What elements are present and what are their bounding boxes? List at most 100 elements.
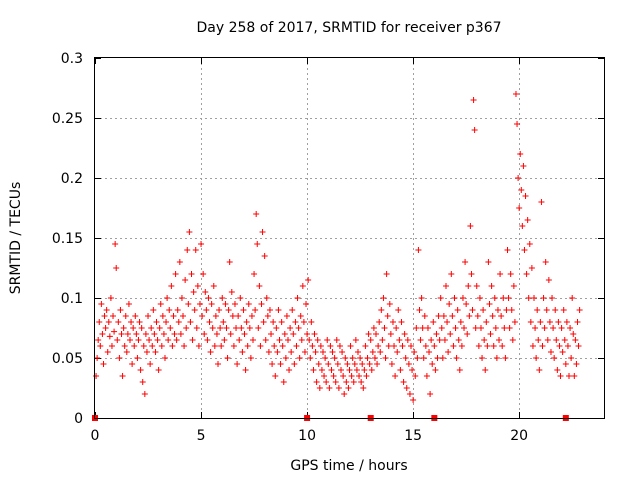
data-point	[511, 319, 518, 325]
data-point	[103, 307, 110, 313]
x-tick-label: 20	[510, 428, 528, 444]
data-point	[247, 355, 254, 361]
data-point	[132, 313, 139, 319]
data-point	[487, 331, 494, 337]
data-point	[129, 361, 136, 367]
data-point	[298, 337, 305, 343]
data-point	[213, 331, 220, 337]
data-point	[564, 343, 571, 349]
data-point	[271, 343, 278, 349]
data-point	[536, 367, 543, 373]
data-point	[192, 247, 199, 253]
data-point	[221, 337, 228, 343]
data-point	[338, 367, 345, 373]
data-point	[146, 337, 153, 343]
data-point	[116, 355, 123, 361]
data-point	[532, 325, 539, 331]
data-point	[171, 331, 178, 337]
chart-title: Day 258 of 2017, SRMTID for receiver p36…	[196, 20, 501, 36]
data-point	[323, 379, 330, 385]
data-point	[393, 325, 400, 331]
data-point	[186, 229, 193, 235]
data-point	[408, 343, 415, 349]
data-point	[151, 331, 158, 337]
x-tick-label: 5	[197, 428, 206, 444]
data-point	[195, 343, 202, 349]
y-tick-label: 0.3	[61, 51, 83, 67]
data-point	[416, 307, 423, 313]
data-point	[520, 163, 527, 169]
data-point	[100, 361, 107, 367]
data-point	[403, 385, 410, 391]
data-point	[448, 271, 455, 277]
data-point	[352, 337, 359, 343]
data-point	[259, 229, 266, 235]
data-point	[482, 367, 489, 373]
data-point	[529, 343, 536, 349]
data-point	[524, 217, 531, 223]
data-point	[283, 313, 290, 319]
data-point	[521, 247, 528, 253]
data-point	[133, 331, 140, 337]
data-point	[160, 331, 167, 337]
data-point	[255, 325, 262, 331]
data-point	[252, 307, 259, 313]
data-point	[430, 319, 437, 325]
data-point	[266, 307, 273, 313]
data-point	[119, 373, 126, 379]
data-point	[278, 319, 285, 325]
data-point	[307, 355, 314, 361]
y-tick-label: 0.2	[61, 171, 83, 187]
data-point	[174, 307, 181, 313]
data-point	[428, 337, 435, 343]
data-point	[369, 349, 376, 355]
data-point	[498, 313, 505, 319]
data-point	[215, 361, 222, 367]
data-point	[488, 283, 495, 289]
data-point	[241, 331, 248, 337]
data-point	[289, 307, 296, 313]
data-point	[560, 307, 567, 313]
data-point	[328, 367, 335, 373]
data-point	[455, 337, 462, 343]
data-point	[364, 355, 371, 361]
data-point	[531, 295, 538, 301]
data-point	[281, 331, 288, 337]
data-point	[553, 337, 560, 343]
data-point	[344, 361, 351, 367]
data-point	[501, 325, 508, 331]
data-point	[124, 331, 131, 337]
y-tick-label: 0	[74, 411, 83, 427]
data-point	[225, 307, 232, 313]
data-point	[239, 349, 246, 355]
data-point	[522, 193, 529, 199]
data-point	[483, 319, 490, 325]
data-point	[469, 307, 476, 313]
data-point	[202, 289, 209, 295]
data-point	[237, 295, 244, 301]
data-point	[288, 349, 295, 355]
data-point	[200, 271, 207, 277]
data-point	[257, 343, 264, 349]
data-point	[450, 343, 457, 349]
data-point	[538, 199, 545, 205]
data-point	[472, 325, 479, 331]
data-point	[277, 361, 284, 367]
data-point	[180, 313, 187, 319]
data-point	[481, 337, 488, 343]
data-point	[233, 325, 240, 331]
data-point	[527, 319, 534, 325]
data-point	[172, 271, 179, 277]
data-point	[178, 295, 185, 301]
data-point	[566, 373, 573, 379]
data-point	[454, 307, 461, 313]
data-point	[418, 295, 425, 301]
data-point	[376, 319, 383, 325]
data-point	[477, 325, 484, 331]
data-point	[272, 373, 279, 379]
data-point	[516, 205, 523, 211]
data-point	[193, 325, 200, 331]
data-point	[551, 355, 558, 361]
data-point	[276, 337, 283, 343]
data-point	[227, 331, 234, 337]
